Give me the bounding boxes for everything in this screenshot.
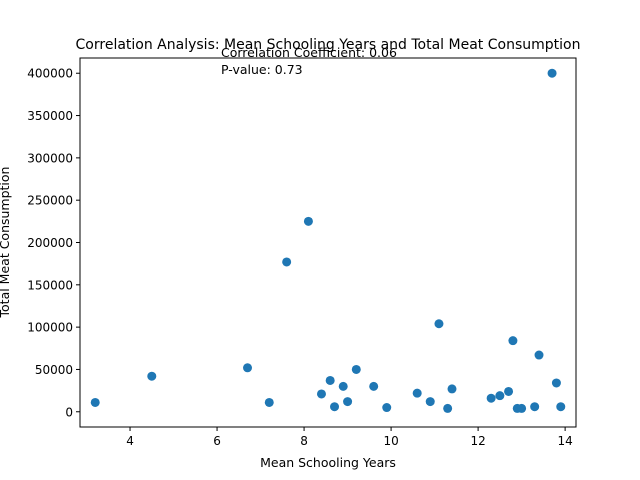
data-point [382,403,392,413]
x-axis-ticks: 4 6 8 10 12 14 [126,427,573,448]
data-point [486,393,496,403]
data-points [90,68,566,413]
data-point [412,388,422,398]
y-tick-label: 0 [65,405,73,419]
chart-title: Correlation Analysis: Mean Schooling Yea… [76,37,581,53]
data-point [330,402,340,412]
x-tick-label: 12 [470,434,485,448]
data-point [243,363,253,373]
y-tick-label: 50000 [35,363,73,377]
x-axis-label: Mean Schooling Years [260,455,396,470]
y-tick-label: 300000 [27,151,73,165]
x-tick-label: 6 [213,434,221,448]
data-point [434,319,444,329]
data-point [547,68,557,78]
data-point [534,350,544,360]
data-point [447,384,457,394]
plot-area [79,57,577,428]
y-tick-label: 400000 [27,67,73,81]
correlation-annotation: Correlation Coefficient: 0.06 [221,45,397,60]
x-tick-label: 8 [300,434,308,448]
data-point [443,403,453,413]
data-point [316,389,326,399]
data-point [517,403,527,413]
data-point [303,216,313,226]
x-tick-label: 10 [383,434,398,448]
data-point [343,397,353,407]
data-point [530,402,540,412]
p-value-annotation: P-value: 0.73 [221,62,303,77]
x-tick-label: 4 [126,434,134,448]
data-point [369,381,379,391]
data-point [551,378,561,388]
data-point [147,371,157,381]
y-tick-label: 350000 [27,109,73,123]
data-point [556,402,566,412]
y-tick-label: 200000 [27,236,73,250]
data-point [425,397,435,407]
y-tick-label: 100000 [27,321,73,335]
data-point [282,257,292,267]
data-point [90,397,100,407]
x-tick-label: 14 [557,434,572,448]
data-point [351,364,361,374]
data-point [495,391,505,401]
data-point [504,386,514,396]
data-point [264,397,274,407]
y-tick-label: 250000 [27,194,73,208]
y-axis-ticks: 0 50000 100000 150000 200000 250000 300000 3500… [27,67,80,419]
data-point [325,375,335,385]
y-tick-label: 150000 [27,278,73,292]
data-point [508,336,518,346]
data-point [338,381,348,391]
y-axis-label: Total Meat Consumption [0,167,12,319]
